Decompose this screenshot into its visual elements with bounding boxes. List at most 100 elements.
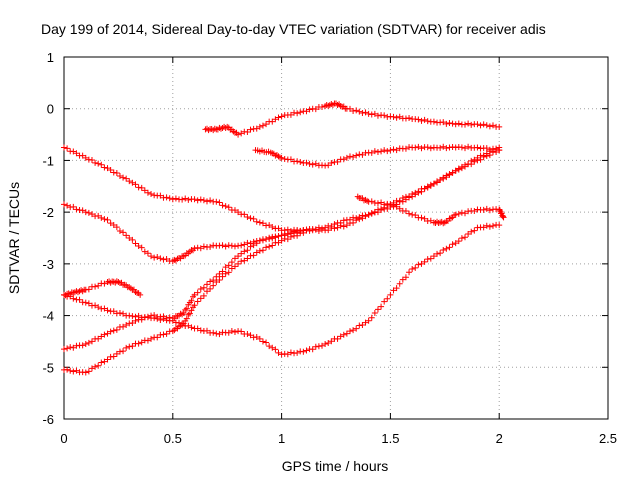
data-point-marker xyxy=(107,220,114,227)
data-point-marker xyxy=(82,154,89,161)
data-point-marker xyxy=(222,264,229,271)
data-point-marker xyxy=(284,236,291,243)
data-point-marker xyxy=(353,325,360,332)
data-point-marker xyxy=(362,319,369,326)
data-point-marker xyxy=(225,262,232,269)
data-point-marker xyxy=(88,157,95,164)
data-point-marker xyxy=(269,242,276,249)
data-point-marker xyxy=(79,342,86,349)
data-point-marker xyxy=(247,126,254,133)
data-point-marker xyxy=(241,211,248,218)
data-point-marker xyxy=(418,117,425,124)
data-point-marker xyxy=(427,217,434,224)
data-point-marker xyxy=(418,145,425,152)
data-point-marker xyxy=(163,330,170,337)
data-point-marker xyxy=(169,196,176,203)
data-point-marker xyxy=(92,302,99,309)
data-point-marker xyxy=(465,143,472,150)
data-point-marker xyxy=(219,268,226,275)
data-point-marker xyxy=(194,197,201,204)
data-point-marker xyxy=(213,278,220,285)
data-point-marker xyxy=(259,247,266,254)
data-point-marker xyxy=(88,338,95,345)
data-point-marker xyxy=(471,207,478,214)
data-point-marker xyxy=(378,303,385,310)
data-point-marker xyxy=(371,148,378,155)
data-point-marker xyxy=(474,144,481,151)
data-point-marker xyxy=(378,205,385,212)
data-point-marker xyxy=(269,118,276,125)
x-tick-label: 0 xyxy=(60,431,67,446)
data-point-marker xyxy=(421,116,428,123)
data-point-marker xyxy=(374,306,381,313)
data-point-marker xyxy=(123,322,130,329)
data-point-marker xyxy=(337,219,344,226)
data-point-marker xyxy=(224,123,231,130)
data-point-marker xyxy=(346,216,353,223)
data-point-marker xyxy=(381,298,388,305)
data-point-marker xyxy=(297,158,304,165)
data-point-marker xyxy=(468,157,475,164)
data-point-marker xyxy=(468,121,475,128)
data-point-marker xyxy=(132,317,139,324)
data-point-marker xyxy=(183,315,190,322)
data-point-marker xyxy=(393,285,400,292)
data-point-marker xyxy=(489,122,496,129)
data-point-marker xyxy=(378,148,385,155)
data-point-marker xyxy=(368,314,375,321)
data-point-marker xyxy=(396,113,403,120)
data-point-marker xyxy=(210,277,217,284)
data-point-marker xyxy=(424,144,431,151)
data-point-marker xyxy=(322,341,329,348)
data-point-marker xyxy=(480,206,487,213)
data-point-marker xyxy=(235,253,242,260)
data-point-marker xyxy=(222,203,229,210)
data-point-marker xyxy=(82,299,89,306)
data-point-marker xyxy=(272,346,279,353)
data-point-marker xyxy=(399,195,406,202)
data-point-marker xyxy=(253,249,260,256)
data-point-marker xyxy=(129,343,136,350)
data-point-marker xyxy=(166,314,173,321)
data-point-marker xyxy=(197,295,204,302)
data-point-marker xyxy=(300,229,307,236)
data-point-marker xyxy=(104,165,111,172)
data-point-marker xyxy=(76,296,83,303)
data-point-marker xyxy=(396,197,403,204)
data-point-marker xyxy=(406,210,413,217)
data-point-marker xyxy=(486,123,493,130)
data-point-marker xyxy=(443,245,450,252)
data-point-marker xyxy=(356,214,363,221)
data-point-marker xyxy=(225,204,232,211)
series-s1 xyxy=(61,144,307,235)
data-point-marker xyxy=(92,363,99,370)
data-point-marker xyxy=(141,248,148,255)
data-point-marker xyxy=(415,188,422,195)
data-point-marker xyxy=(253,334,260,341)
data-point-marker xyxy=(144,313,151,320)
data-point-marker xyxy=(362,213,369,220)
y-tick-label: 0 xyxy=(47,102,54,117)
data-point-marker xyxy=(95,335,102,342)
data-point-marker xyxy=(415,116,422,123)
data-point-marker xyxy=(98,333,105,340)
data-point-marker xyxy=(157,192,164,199)
data-point-marker xyxy=(225,269,232,276)
data-point-marker xyxy=(144,189,151,196)
data-point-marker xyxy=(446,120,453,127)
data-point-marker xyxy=(430,118,437,125)
data-point-marker xyxy=(219,202,226,209)
data-point-marker xyxy=(294,110,301,117)
data-point-marker xyxy=(406,193,413,200)
data-point-marker xyxy=(216,199,223,206)
data-point-marker xyxy=(319,225,326,232)
data-point-marker xyxy=(92,283,99,290)
data-point-marker xyxy=(303,108,310,115)
data-point-marker xyxy=(306,106,313,113)
data-point-marker xyxy=(115,278,122,285)
y-tick-label: -6 xyxy=(42,412,54,427)
data-point-marker xyxy=(113,350,120,357)
data-point-marker xyxy=(424,118,431,125)
data-point-marker xyxy=(194,298,201,305)
data-point-marker xyxy=(163,256,170,263)
